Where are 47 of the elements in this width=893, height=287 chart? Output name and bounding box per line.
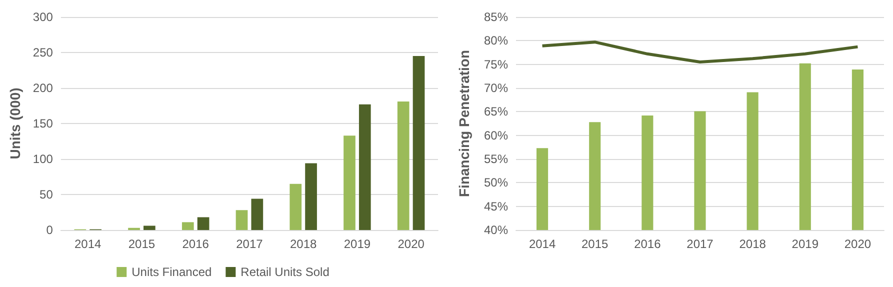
x-tick-label: 2019 — [344, 237, 371, 251]
x-tick-label: 2015 — [582, 237, 609, 251]
x-tick-label: 2016 — [634, 237, 662, 251]
x-tick-label: 2020 — [398, 237, 425, 251]
bar — [236, 210, 248, 230]
y-tick-label: 100 — [32, 152, 54, 166]
y-tick-label: 45% — [484, 199, 508, 214]
y-tick-label: 70% — [484, 81, 508, 95]
y-tick-label: 0 — [46, 223, 54, 237]
x-tick-label: 2015 — [128, 237, 156, 251]
y-tick-label: 40% — [484, 223, 508, 237]
y-axis-title: Units (000) — [7, 88, 23, 160]
bar — [412, 56, 425, 230]
y-tick-label: 150 — [32, 116, 54, 130]
y-tick-label: 65% — [484, 104, 508, 119]
bar — [344, 136, 356, 230]
x-tick-label: 2016 — [182, 237, 210, 251]
bar — [358, 104, 371, 230]
x-tick-label: 2018 — [739, 237, 766, 251]
bar — [290, 184, 302, 230]
y-tick-label: 80% — [484, 34, 508, 48]
y-tick-label: 55% — [484, 152, 508, 166]
bar — [197, 217, 210, 230]
x-tick-label: 2014 — [74, 237, 102, 251]
bar — [397, 101, 410, 230]
x-tick-label: 2014 — [528, 237, 556, 251]
y-axis-title: Financing Penetration — [456, 50, 472, 198]
y-tick-label: 200 — [32, 81, 54, 95]
line-series — [540, 40, 860, 64]
y-tick-label: 50% — [484, 176, 508, 190]
y-tick-label: 50 — [40, 188, 54, 202]
legend-label: Retail Units Sold — [240, 265, 330, 279]
legend-label: Units Financed — [132, 265, 212, 279]
bar — [182, 222, 194, 230]
x-tick-label: 2017 — [686, 237, 714, 251]
bar — [144, 226, 156, 230]
y-tick-label: 300 — [32, 10, 54, 24]
y-tick-label: 85% — [484, 10, 508, 24]
x-tick-label: 2017 — [236, 237, 264, 251]
x-tick-label: 2019 — [792, 237, 819, 251]
y-tick-label: 75% — [484, 57, 508, 72]
bar — [251, 198, 264, 230]
x-tick-label: 2018 — [290, 237, 317, 251]
x-tick-label: 2020 — [844, 237, 872, 251]
y-tick-label: 250 — [32, 46, 54, 60]
bar — [305, 163, 317, 230]
y-tick-label: 60% — [484, 128, 508, 142]
